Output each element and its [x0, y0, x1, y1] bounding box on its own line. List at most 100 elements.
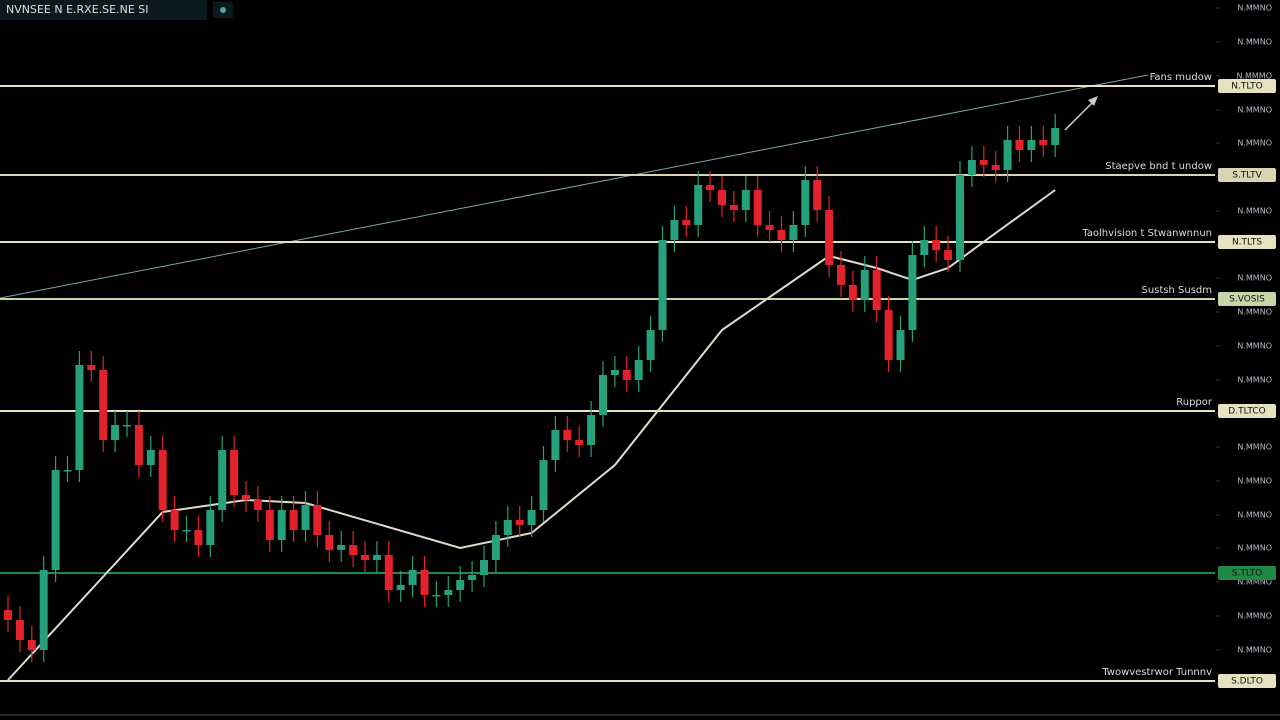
- candle-body: [860, 270, 869, 300]
- candle-body: [1027, 140, 1036, 150]
- level-label: Ruppor: [1176, 397, 1213, 408]
- price-label: S.TLTO: [1232, 569, 1262, 579]
- candle-body: [158, 450, 167, 510]
- candle-body: [622, 370, 631, 380]
- price-box: [1218, 292, 1276, 306]
- price-box: [1218, 404, 1276, 418]
- y-tick-label: N.MMNO: [1237, 4, 1272, 13]
- candle-body: [456, 580, 465, 590]
- price-label: D.TLTCO: [1228, 407, 1265, 417]
- candle-body: [337, 545, 346, 550]
- candle-body: [396, 585, 405, 590]
- price-label: S.VOSIS: [1229, 295, 1265, 305]
- candle-body: [277, 510, 286, 540]
- candle-body: [146, 450, 155, 465]
- candle-body: [682, 220, 691, 225]
- y-tick-label: N.MMMO: [1236, 72, 1272, 81]
- y-tick-label: N.MMNO: [1237, 139, 1272, 148]
- candle-body: [123, 425, 131, 427]
- candle-body: [408, 570, 417, 585]
- price-label: S.TLTV: [1232, 171, 1262, 181]
- candle-body: [349, 545, 358, 555]
- price-label: S.DLTO: [1231, 677, 1263, 687]
- price-box: [1218, 566, 1276, 580]
- candle-body: [420, 570, 429, 595]
- candle-body: [908, 255, 917, 330]
- y-tick-label: N.MMNO: [1237, 511, 1272, 520]
- candle-body: [646, 330, 655, 360]
- price-label: N.TLTS: [1232, 238, 1262, 248]
- candle-body: [134, 425, 143, 465]
- header-title: NVNSEE N E.RXE.SE.NE SI: [6, 3, 149, 16]
- candle-body: [801, 180, 810, 225]
- candle-body: [468, 575, 477, 580]
- candle-body: [813, 180, 822, 210]
- candle-body: [75, 365, 84, 470]
- candle-body: [289, 510, 298, 530]
- candle-body: [884, 310, 893, 360]
- candle-body: [253, 500, 262, 510]
- y-tick-label: N.MMNO: [1237, 646, 1272, 655]
- candle-body: [753, 190, 762, 225]
- candle-body: [194, 530, 203, 545]
- candle-body: [1003, 140, 1012, 170]
- candle-body: [242, 495, 250, 500]
- candle-body: [15, 620, 24, 640]
- candle-body: [539, 460, 548, 510]
- candle-body: [694, 185, 703, 225]
- candle-body: [444, 590, 453, 595]
- candle-body: [384, 555, 393, 590]
- price-box: [1218, 235, 1276, 249]
- candle-body: [1051, 128, 1060, 145]
- candle-body: [956, 175, 964, 260]
- candle-body: [658, 240, 667, 330]
- candle-body: [991, 165, 1000, 170]
- candle-body: [551, 430, 560, 460]
- price-box: [1218, 79, 1276, 93]
- candle-body: [480, 560, 488, 575]
- candle-body: [848, 285, 857, 300]
- candle-body: [967, 160, 976, 175]
- candle-body: [51, 470, 60, 570]
- y-tick-label: N.MMNO: [1237, 207, 1272, 216]
- y-tick-label: N.MMNO: [1237, 612, 1272, 621]
- trend-line: [0, 74, 1149, 299]
- candle-body: [63, 470, 72, 472]
- candle-body: [361, 555, 369, 560]
- candle-body: [563, 430, 572, 440]
- candle-body: [4, 610, 12, 620]
- candle-body: [527, 510, 536, 525]
- candle-body: [39, 570, 48, 650]
- candle-body: [313, 505, 322, 535]
- y-tick-label: N.MMNO: [1237, 274, 1272, 283]
- candle-body: [944, 250, 953, 260]
- candle-body: [789, 225, 798, 240]
- candle-body: [729, 205, 738, 210]
- candle-body: [765, 225, 774, 230]
- price-label: N.TLTO: [1231, 82, 1262, 92]
- candle-body: [718, 190, 726, 205]
- header-bar: [0, 0, 207, 20]
- candle-body: [741, 190, 750, 210]
- candle-body: [872, 270, 881, 310]
- trend-arrow: [1064, 98, 1097, 131]
- candle-body: [670, 220, 679, 240]
- candle-body: [218, 450, 227, 510]
- candle-body: [515, 520, 524, 525]
- y-tick-label: N.MMNO: [1237, 376, 1272, 385]
- y-tick-label: N.MMNO: [1237, 308, 1272, 317]
- candle-body: [610, 370, 619, 375]
- header-icon-dot: [220, 7, 226, 13]
- candle-body: [111, 425, 120, 440]
- price-box: [1218, 168, 1276, 182]
- candle-body: [825, 210, 834, 265]
- candle-body: [206, 510, 215, 545]
- candle-body: [170, 510, 179, 530]
- level-label: Fans mudow: [1150, 72, 1212, 83]
- y-tick-label: N.MMNO: [1237, 544, 1272, 553]
- price-box: [1218, 674, 1276, 688]
- candle-body: [325, 535, 334, 550]
- y-tick-label: N.MMNO: [1237, 38, 1272, 47]
- candle-body: [503, 520, 512, 535]
